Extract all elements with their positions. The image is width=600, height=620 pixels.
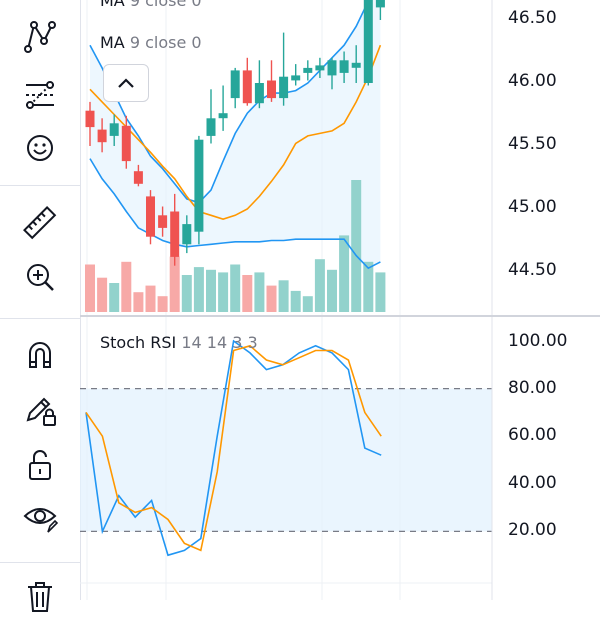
volume-bar xyxy=(206,269,216,312)
candle-body xyxy=(230,70,240,99)
volume-bar xyxy=(278,280,289,312)
lock-icon[interactable] xyxy=(15,440,65,490)
candle-body xyxy=(85,110,95,128)
stoch-rsi-legend-name: Stoch RSI xyxy=(100,333,177,352)
stoch-label-60: 60.00 xyxy=(508,425,557,445)
stoch-band-fill xyxy=(80,388,492,532)
fib-retracement-icon[interactable] xyxy=(15,70,65,120)
volume-bar xyxy=(230,264,241,312)
candle-body xyxy=(133,171,143,184)
volume-bar xyxy=(339,235,350,312)
stoch-label-20: 20.00 xyxy=(508,520,557,540)
volume-bar xyxy=(181,275,192,312)
volume-bar xyxy=(242,275,253,312)
candle-body xyxy=(121,125,131,162)
ma-legend[interactable]: MA 9 close 0 xyxy=(100,33,202,52)
candle-body xyxy=(109,123,119,136)
volume-bar xyxy=(97,277,108,312)
magnet-icon[interactable] xyxy=(15,330,65,380)
volume-bar xyxy=(314,259,325,312)
collapse-legend-button[interactable] xyxy=(103,64,149,102)
candle-body xyxy=(279,76,289,99)
candle-body xyxy=(158,215,168,228)
candle-body xyxy=(339,60,349,73)
candle-body xyxy=(363,0,373,83)
volume-bar xyxy=(121,261,132,312)
volume-bar xyxy=(193,267,204,312)
volume-bar xyxy=(302,296,313,312)
volume-bar xyxy=(254,272,265,312)
volume-bar xyxy=(375,272,386,312)
price-label-46-00: 46.00 xyxy=(508,71,557,91)
chart-area[interactable] xyxy=(80,0,600,600)
stoch-k-line xyxy=(85,339,382,557)
volume-bar xyxy=(85,264,95,312)
candle-body xyxy=(375,0,385,8)
candle-body xyxy=(146,196,155,237)
trend-line-icon[interactable] xyxy=(15,12,65,62)
ma-legend-name: MA xyxy=(100,33,125,52)
eye-icon[interactable] xyxy=(15,492,65,542)
stoch-label-40: 40.00 xyxy=(508,473,557,493)
price-label-46-50: 46.50 xyxy=(508,8,557,28)
emoji-icon[interactable] xyxy=(15,123,65,173)
price-label-45-50: 45.50 xyxy=(508,134,557,154)
volume-bar xyxy=(169,256,180,312)
candle-body xyxy=(351,62,361,68)
candle-body xyxy=(97,129,107,143)
volume-bar xyxy=(145,285,156,312)
volume-bar xyxy=(157,296,168,312)
candle-body xyxy=(206,118,216,136)
price-label-44-50: 44.50 xyxy=(508,260,557,280)
draw-lock-icon[interactable] xyxy=(15,385,65,435)
ma-legend-params: 9 close 0 xyxy=(129,0,202,10)
stoch-rsi-legend[interactable]: Stoch RSI 14 14 3 3 xyxy=(100,333,258,352)
volume-bar xyxy=(266,285,277,312)
stoch-rsi-legend-params: 14 14 3 3 xyxy=(181,333,258,352)
candle-body xyxy=(242,70,252,104)
stoch-label-100: 100.00 xyxy=(508,331,568,351)
ma-legend-name: MA xyxy=(100,0,125,10)
volume-bar xyxy=(133,292,144,312)
candle-body xyxy=(327,60,337,76)
volume-bar xyxy=(218,272,229,312)
zoom-in-icon[interactable] xyxy=(15,252,65,302)
ma-legend-params: 9 close 0 xyxy=(129,33,202,52)
ruler-icon[interactable] xyxy=(15,198,65,248)
moving-average-line xyxy=(89,44,382,220)
candle-body xyxy=(315,65,325,71)
candle-body xyxy=(182,224,192,245)
candle-body xyxy=(303,67,313,73)
volume-bar xyxy=(290,290,301,312)
price-pane xyxy=(85,0,386,312)
volume-bar xyxy=(363,261,374,312)
candle-body xyxy=(170,211,180,257)
volume-bar xyxy=(351,180,362,312)
stoch-d-line xyxy=(85,344,382,552)
stoch-label-80: 80.00 xyxy=(508,378,557,398)
bollinger-lower-line xyxy=(89,158,381,270)
stoch-rsi-pane xyxy=(80,339,492,557)
trash-icon[interactable] xyxy=(15,570,65,620)
volume-bar xyxy=(109,283,120,312)
candle-body xyxy=(194,139,204,232)
candle-body xyxy=(218,113,228,119)
candle-body xyxy=(267,80,276,99)
volume-bar xyxy=(327,269,337,312)
candle-body xyxy=(291,75,301,81)
candle-body xyxy=(254,83,264,104)
price-label-45-00: 45.00 xyxy=(508,197,557,217)
chevron-up-icon xyxy=(118,78,134,88)
ma-legend-top[interactable]: MA 9 close 0 xyxy=(100,0,202,10)
drawing-toolbar xyxy=(0,0,81,612)
